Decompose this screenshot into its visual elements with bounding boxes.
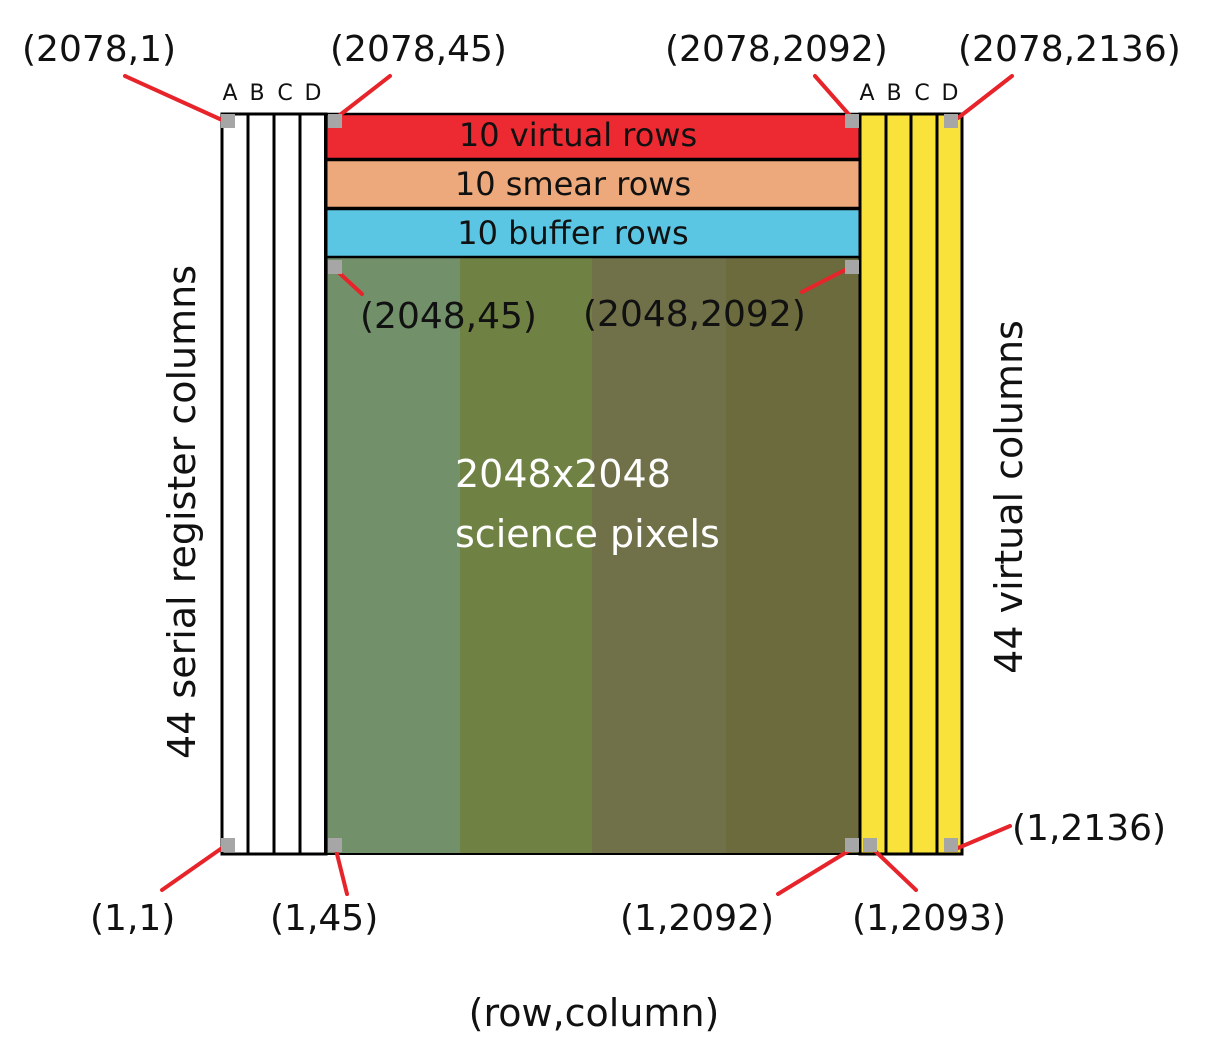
virtual-rows-label: 10 virtual rows: [459, 116, 697, 154]
coord-br-inner: (1,2092): [620, 898, 774, 939]
science-label-line2: science pixels: [455, 512, 720, 556]
corner-markers: [221, 114, 958, 852]
serial-col-letter-b: B: [249, 81, 264, 106]
leader-br-virtual: [870, 846, 918, 892]
leader-science-tr: [800, 268, 847, 294]
serial-col-letter-a: A: [222, 81, 237, 106]
leader-tl-outer: [123, 74, 224, 122]
marker-br-virtual: [863, 838, 877, 852]
science-strip-2: [460, 258, 592, 854]
buffer-rows-label: 10 buffer rows: [457, 214, 688, 252]
leader-br-inner: [776, 848, 852, 896]
science-strip-1: [326, 258, 460, 854]
leader-tr-outer: [956, 74, 1014, 120]
smear-rows-band: [323, 158, 862, 210]
marker-tr-outer: [944, 114, 958, 128]
virtual-col-letter-d: D: [942, 81, 959, 106]
coord-tl-inner: (2078,45): [330, 29, 507, 70]
central-frame: [324, 113, 861, 855]
science-area: 2048x2048 science pixels: [326, 258, 860, 854]
smear-rows-label: 10 smear rows: [455, 165, 691, 203]
serial-col-letter-d: D: [305, 81, 322, 106]
leader-bl-inner: [334, 848, 349, 896]
coord-tr-inner: (2078,2092): [665, 29, 888, 70]
marker-br-inner: [845, 838, 859, 852]
science-label-line1: 2048x2048: [455, 452, 671, 496]
coord-tr-outer: (2078,2136): [958, 29, 1181, 70]
marker-bl-outer: [221, 838, 235, 852]
marker-science-tr: [845, 260, 859, 274]
virtual-col-letter-b: B: [886, 81, 901, 106]
coord-bl-inner: (1,45): [270, 898, 378, 939]
leader-tl-inner: [334, 74, 392, 120]
virtual-columns-block: A B C D: [858, 81, 964, 856]
marker-br-outer: [944, 838, 958, 852]
leader-br-outer: [956, 824, 1012, 850]
coord-br-outer: (1,2136): [1012, 808, 1166, 849]
coord-science-tl: (2048,45): [360, 296, 537, 337]
coord-bl-outer: (1,1): [90, 898, 175, 939]
science-strip-4: [726, 258, 860, 854]
buffer-rows-band: [323, 207, 862, 259]
coord-br-virtual: (1,2093): [852, 898, 1006, 939]
virtual-columns-caption: 44 virtual columns: [987, 320, 1031, 674]
top-bands: 10 virtual rows 10 smear rows 10 buffer …: [323, 112, 862, 259]
virtual-col-letter-c: C: [914, 81, 929, 106]
science-strip-3: [592, 258, 726, 854]
marker-science-tl: [328, 260, 342, 274]
serial-col-letter-c: C: [277, 81, 292, 106]
coordinate-labels: (2078,1) (2078,45) (2078,2092) (2078,213…: [22, 29, 1181, 939]
coord-tl-outer: (2078,1): [22, 29, 176, 70]
axis-caption: (row,column): [469, 991, 720, 1035]
serial-register-caption: 44 serial register columns: [160, 265, 204, 759]
serial-register-block: A B C D: [220, 81, 328, 856]
marker-bl-inner: [328, 838, 342, 852]
marker-tl-inner: [328, 114, 342, 128]
virtual-col-letter-a: A: [859, 81, 874, 106]
leader-tr-inner: [813, 74, 854, 120]
leader-bl-outer: [160, 846, 224, 892]
leader-lines: [123, 74, 1014, 896]
coord-science-tr: (2048,2092): [583, 294, 806, 335]
marker-tl-outer: [221, 114, 235, 128]
marker-tr-inner: [845, 114, 859, 128]
